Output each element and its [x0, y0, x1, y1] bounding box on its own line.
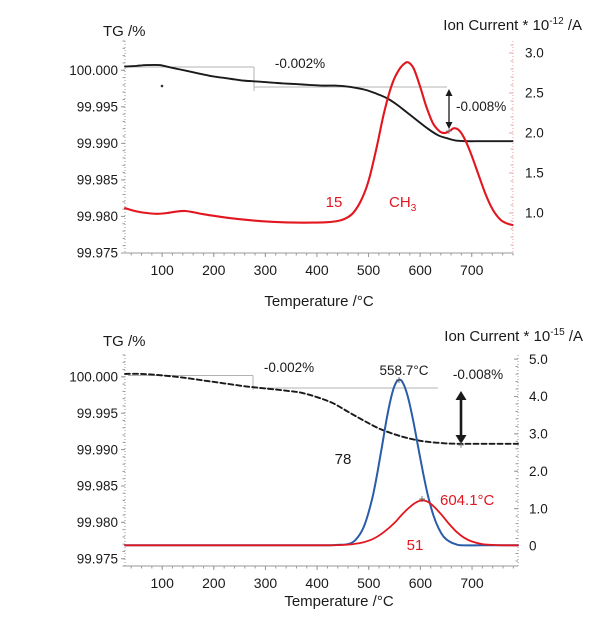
annotation: 604.1°C: [440, 492, 495, 509]
x-tick-label: 100: [150, 262, 174, 278]
annotation: 78: [335, 451, 352, 468]
series-tg-curve: [124, 63, 514, 143]
tg-axis-title: TG /%: [103, 333, 146, 350]
series-ion-current-m15-ch3: [123, 61, 514, 227]
arrow-head-up: [455, 391, 467, 400]
x-tick-label: 600: [408, 262, 432, 278]
x-tick-label: 100: [151, 575, 175, 591]
left-tick-label: 99.985: [77, 479, 118, 494]
x-tick-label: 300: [254, 262, 278, 278]
x-tick-label: 700: [460, 575, 484, 591]
x-tick-label: 400: [305, 575, 329, 591]
right-tick-label: 2.0: [529, 464, 548, 479]
right-tick-label: 2.5: [525, 86, 544, 101]
left-tick-label: 100.000: [69, 63, 118, 78]
left-tick-label: 99.975: [77, 246, 118, 261]
left-tick-label: 99.990: [77, 442, 118, 457]
x-axis-title: Temperature /°C: [284, 593, 394, 610]
left-tick-label: 99.975: [77, 551, 118, 566]
tg-axis-title: TG /%: [103, 23, 146, 40]
double-arrow: [455, 391, 467, 444]
annotation: -0.008%: [453, 367, 503, 382]
x-axis-title: Temperature /°C: [264, 293, 374, 310]
x-tick-label: 700: [460, 262, 484, 278]
right-tick-label: 4.0: [529, 389, 548, 404]
right-tick-label: 1.0: [525, 206, 544, 221]
annotation: -0.002%: [264, 360, 314, 375]
left-tick-label: 99.990: [77, 136, 118, 151]
left-tick-label: 99.985: [77, 173, 118, 188]
left-tick-label: 99.995: [77, 99, 118, 114]
left-tick-label: 99.980: [77, 209, 118, 224]
left-tick-label: 99.995: [77, 406, 118, 421]
ion-current-axis-title: Ion Current * 10-15 /A: [444, 327, 583, 345]
right-tick-label: 2.0: [525, 126, 544, 141]
annotation: 558.7°C: [380, 363, 429, 378]
right-tick-label: 1.5: [525, 166, 544, 181]
dot-marker: [160, 84, 164, 88]
arrow-head-up: [445, 89, 453, 96]
series-tg-curve-dashed: [124, 372, 519, 445]
arrow-head-down: [445, 122, 453, 129]
right-tick-label: 3.0: [529, 427, 548, 442]
chart-tg-ms-lower: 100.000 99.995 99.990 99.985 99.980 99.975 TG …: [69, 327, 583, 610]
chart-tg-ms-upper: 100.000 99.995 99.990 99.985 99.980 99.975 TG …: [69, 16, 582, 310]
x-tick-label: 200: [202, 262, 226, 278]
annotation: 15: [326, 194, 343, 211]
double-arrow: [445, 89, 453, 129]
right-tick-label: 3.0: [525, 46, 544, 61]
x-tick-label: 500: [357, 575, 381, 591]
annotation: -0.002%: [275, 56, 325, 71]
annotation: 51: [407, 537, 424, 554]
x-tick-label: 600: [409, 575, 433, 591]
right-tick-label: 5.0: [529, 352, 548, 367]
annotation: -0.008%: [456, 99, 506, 114]
left-tick-label: 100.000: [69, 370, 118, 385]
arrow-head-down: [455, 435, 467, 444]
series-ion-current-m51: [124, 499, 519, 547]
x-tick-label: 400: [305, 262, 329, 278]
annotation: CH3: [389, 194, 417, 214]
series-ion-current-m78: [124, 378, 519, 547]
right-tick-label: 1.0: [529, 501, 548, 516]
x-tick-label: 200: [202, 575, 226, 591]
x-tick-label: 300: [254, 575, 278, 591]
ion-current-axis-title: Ion Current * 10-12 /A: [443, 16, 582, 34]
right-tick-label: 0: [529, 539, 537, 554]
x-tick-label: 500: [357, 262, 381, 278]
left-tick-label: 99.980: [77, 515, 118, 530]
